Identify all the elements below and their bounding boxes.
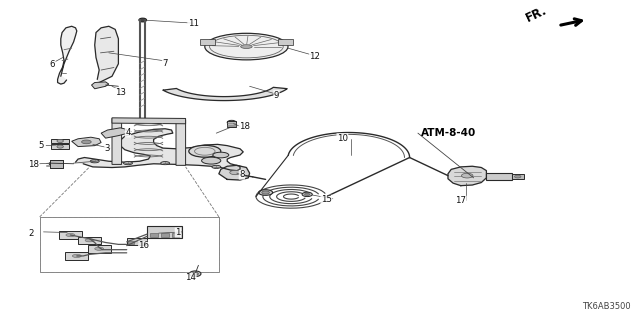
Polygon shape bbox=[76, 129, 243, 171]
Bar bbox=[512, 174, 524, 179]
Ellipse shape bbox=[461, 173, 473, 178]
Bar bbox=[150, 234, 158, 236]
Ellipse shape bbox=[202, 157, 221, 164]
Ellipse shape bbox=[85, 239, 94, 242]
Polygon shape bbox=[112, 118, 186, 124]
Ellipse shape bbox=[305, 193, 310, 196]
Ellipse shape bbox=[189, 271, 201, 276]
Bar bbox=[227, 121, 236, 127]
Bar bbox=[65, 252, 88, 260]
Text: 8: 8 bbox=[239, 170, 244, 179]
Polygon shape bbox=[72, 137, 101, 147]
Bar bbox=[172, 234, 179, 236]
Text: FR.: FR. bbox=[524, 4, 549, 25]
Polygon shape bbox=[176, 119, 186, 165]
Text: 5: 5 bbox=[39, 141, 44, 150]
Text: 18: 18 bbox=[239, 122, 250, 131]
Text: 11: 11 bbox=[188, 19, 199, 28]
Bar bbox=[78, 236, 101, 244]
Ellipse shape bbox=[161, 162, 170, 165]
Text: 18: 18 bbox=[28, 160, 39, 169]
Text: 17: 17 bbox=[455, 196, 467, 205]
Text: TK6AB3500: TK6AB3500 bbox=[582, 302, 630, 311]
Bar bbox=[51, 144, 69, 149]
Ellipse shape bbox=[57, 145, 63, 148]
Bar bbox=[161, 234, 169, 236]
Text: 9: 9 bbox=[274, 91, 279, 100]
Text: 2: 2 bbox=[28, 228, 33, 238]
Ellipse shape bbox=[139, 18, 147, 22]
Polygon shape bbox=[101, 128, 128, 138]
Ellipse shape bbox=[227, 120, 236, 125]
Text: 3: 3 bbox=[105, 144, 110, 153]
Bar bbox=[51, 139, 69, 143]
Ellipse shape bbox=[262, 191, 269, 194]
Ellipse shape bbox=[72, 254, 81, 258]
Bar bbox=[40, 217, 219, 272]
Bar bbox=[200, 39, 215, 45]
Bar bbox=[128, 241, 134, 244]
Ellipse shape bbox=[241, 45, 252, 48]
Text: 6: 6 bbox=[50, 60, 55, 69]
Ellipse shape bbox=[82, 140, 92, 144]
Ellipse shape bbox=[212, 165, 221, 168]
Bar bbox=[127, 238, 147, 245]
Bar bbox=[278, 39, 293, 45]
Text: 4: 4 bbox=[125, 128, 131, 137]
Text: 10: 10 bbox=[337, 134, 348, 143]
Text: 7: 7 bbox=[163, 59, 168, 68]
Bar bbox=[40, 217, 219, 272]
Polygon shape bbox=[219, 165, 250, 180]
Text: ATM-8-40: ATM-8-40 bbox=[421, 127, 476, 138]
Polygon shape bbox=[95, 26, 118, 83]
Bar bbox=[138, 241, 144, 244]
Ellipse shape bbox=[302, 192, 312, 196]
Text: 12: 12 bbox=[309, 52, 321, 61]
Polygon shape bbox=[163, 87, 287, 100]
Polygon shape bbox=[92, 82, 109, 89]
Bar bbox=[59, 231, 82, 239]
Polygon shape bbox=[448, 166, 486, 186]
Polygon shape bbox=[112, 118, 122, 164]
Ellipse shape bbox=[515, 175, 521, 178]
Text: 15: 15 bbox=[321, 195, 332, 204]
Ellipse shape bbox=[49, 161, 63, 166]
Ellipse shape bbox=[124, 162, 132, 165]
Ellipse shape bbox=[57, 140, 63, 142]
Text: 13: 13 bbox=[115, 88, 126, 97]
Ellipse shape bbox=[95, 247, 104, 250]
Ellipse shape bbox=[192, 272, 198, 275]
Bar bbox=[486, 173, 512, 180]
Text: 16: 16 bbox=[138, 241, 150, 250]
Ellipse shape bbox=[66, 234, 75, 236]
Bar bbox=[50, 160, 63, 167]
Ellipse shape bbox=[212, 152, 229, 158]
Ellipse shape bbox=[90, 160, 99, 163]
Ellipse shape bbox=[205, 33, 288, 60]
Text: 1: 1 bbox=[175, 228, 180, 237]
Bar bbox=[88, 245, 111, 252]
Text: 14: 14 bbox=[185, 273, 196, 282]
Polygon shape bbox=[58, 26, 77, 84]
Ellipse shape bbox=[189, 145, 221, 157]
Bar bbox=[147, 226, 182, 238]
Ellipse shape bbox=[230, 170, 241, 175]
Ellipse shape bbox=[259, 190, 273, 195]
